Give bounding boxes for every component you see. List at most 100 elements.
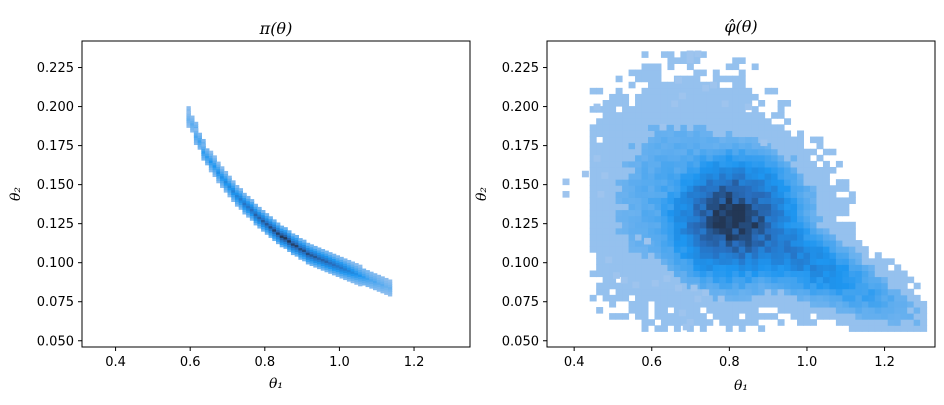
heatmap-cell [745, 246, 753, 253]
heatmap-cell [784, 288, 792, 296]
heatmap-cell [380, 290, 385, 294]
heatmap-cell [615, 87, 623, 95]
heatmap-cell [738, 154, 746, 162]
heatmap-cell [358, 274, 363, 277]
heatmap-cell [706, 136, 714, 144]
heatmap-cell [313, 255, 318, 259]
heatmap-cell [797, 197, 805, 205]
heatmap-cell [777, 130, 785, 138]
heatmap-cell [596, 270, 604, 278]
heatmap-cell [699, 154, 707, 162]
heatmap-cell [719, 282, 727, 290]
heatmap-cell [894, 282, 902, 290]
heatmap-cell [294, 242, 299, 245]
heatmap-cell [589, 233, 597, 241]
heatmap-cell [719, 264, 727, 271]
heatmap-cell [790, 294, 798, 302]
heatmap-cell [887, 300, 895, 308]
heatmap-cell [298, 240, 303, 244]
heatmap-cell [354, 267, 359, 271]
heatmap-cell [699, 300, 707, 308]
heatmap-cell [732, 215, 740, 223]
heatmap-cell [227, 192, 232, 195]
heatmap-cell [777, 154, 785, 162]
heatmap-cell [197, 135, 202, 138]
heatmap-cell [751, 130, 759, 138]
heatmap-cell [751, 179, 759, 186]
heatmap-cell [693, 240, 701, 247]
heatmap-cell [777, 307, 785, 314]
heatmap-cell [758, 300, 766, 308]
heatmap-cell [732, 185, 740, 192]
heatmap-cell [725, 93, 733, 101]
heatmap-cell [699, 173, 707, 180]
heatmap-cell [654, 197, 662, 205]
heatmap-cell [602, 154, 610, 162]
heatmap-cell [369, 285, 374, 289]
heatmap-cell [602, 197, 610, 205]
heatmap-cell [609, 93, 617, 101]
heatmap-cell [317, 261, 322, 265]
heatmap-cell [324, 259, 329, 263]
heatmap-cell [706, 264, 714, 271]
heatmap-cell [622, 227, 630, 235]
heatmap-cell [602, 252, 610, 259]
heatmap-cell [725, 288, 733, 296]
heatmap-cell [706, 112, 714, 119]
heatmap-cell [829, 203, 837, 211]
heatmap-cell [354, 279, 359, 283]
heatmap-cell [920, 313, 928, 320]
heatmap-cell [654, 93, 662, 101]
heatmap-cell [205, 160, 210, 163]
heatmap-cell [861, 294, 869, 302]
heatmap-cell [745, 288, 753, 296]
heatmap-cell [874, 252, 882, 259]
heatmap-cell [328, 259, 333, 263]
heatmap-cell [732, 233, 740, 241]
heatmap-cell [712, 197, 720, 205]
heatmap-cell [803, 221, 811, 229]
heatmap-cell [648, 252, 655, 259]
heatmap-cell [234, 192, 240, 195]
heatmap-cell [648, 246, 655, 253]
heatmap-cell [816, 227, 824, 235]
heatmap-cell [212, 167, 217, 171]
heatmap-cell [227, 185, 232, 188]
heatmap-cell [257, 220, 262, 224]
heatmap-cell [706, 240, 714, 247]
heatmap-cell [384, 287, 389, 291]
heatmap-cell [628, 240, 636, 247]
heatmap-cell [693, 173, 701, 180]
heatmap-cell [609, 112, 617, 119]
heatmap-cell [305, 256, 311, 260]
heatmap-cell [609, 246, 617, 253]
heatmap-cell [680, 264, 688, 271]
heatmap-cell [848, 270, 856, 278]
heatmap-cell [602, 246, 610, 253]
heatmap-cell [764, 288, 772, 296]
heatmap-cell [186, 115, 191, 119]
heatmap-cell [822, 276, 830, 284]
heatmap-cell [751, 288, 759, 296]
heatmap-cell [190, 122, 195, 126]
heatmap-cell [615, 75, 623, 83]
heatmap-cell [346, 276, 352, 280]
heatmap-cell [894, 307, 902, 314]
heatmap-cell [861, 270, 869, 278]
heatmap-cell [208, 150, 214, 154]
heatmap-cell [842, 246, 850, 253]
heatmap-cell [648, 233, 655, 241]
heatmap-cell [628, 112, 636, 119]
heatmap-cell [797, 160, 805, 168]
heatmap-cell [331, 260, 337, 264]
heatmap-cell [602, 142, 610, 150]
heatmap-cell [208, 164, 214, 168]
heatmap-cell [719, 191, 727, 198]
heatmap-cell [797, 264, 805, 271]
heatmap-cell [797, 246, 805, 253]
heatmap-cell [622, 142, 630, 150]
heatmap-cell [764, 142, 772, 150]
heatmap-cell [745, 276, 753, 284]
heatmap-cell [622, 282, 630, 290]
heatmap-cell [803, 307, 811, 314]
